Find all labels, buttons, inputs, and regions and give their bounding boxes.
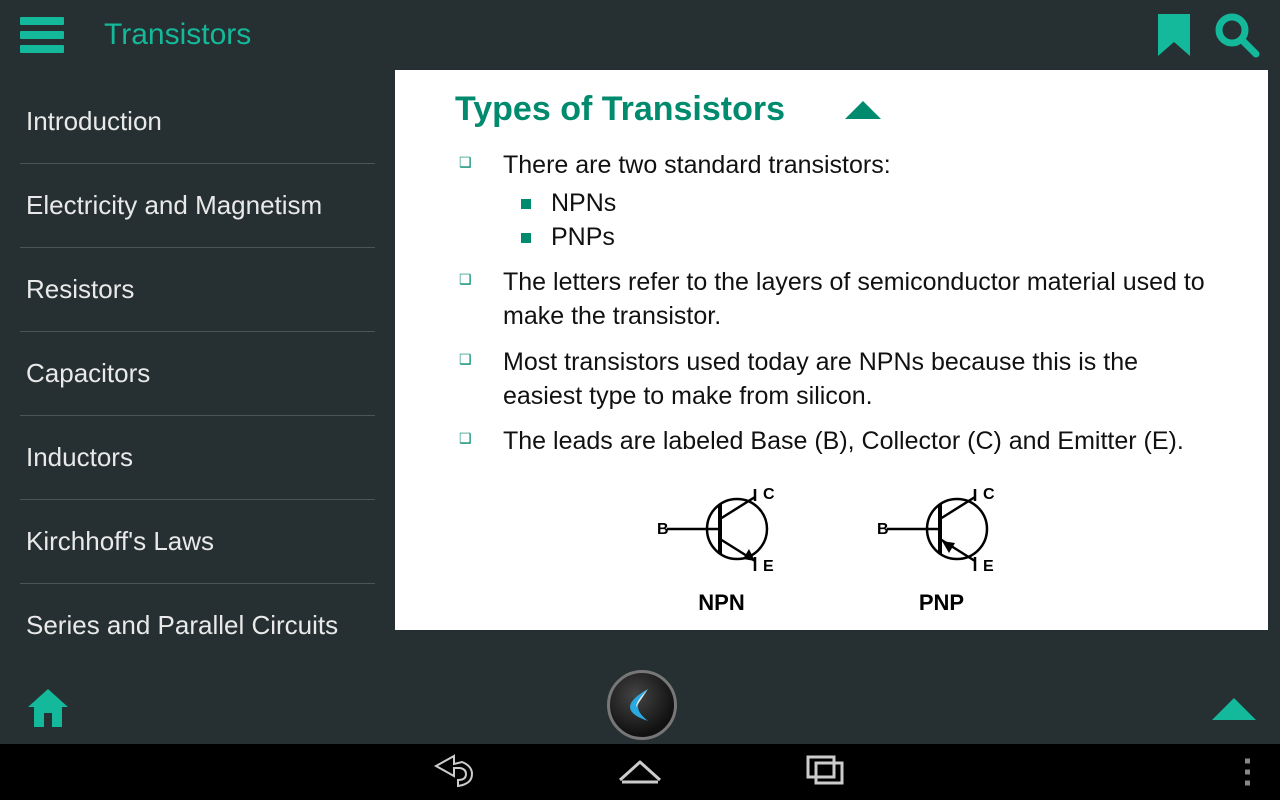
sub-list: NPNs PNPs bbox=[503, 187, 1208, 255]
npn-diagram: B C E NPN bbox=[647, 479, 797, 616]
system-overflow-icon[interactable] bbox=[1245, 759, 1250, 786]
terminal-c-label: C bbox=[763, 486, 775, 503]
content-wrap: Types of Transistors There are two stand… bbox=[395, 70, 1280, 674]
system-navbar bbox=[0, 744, 1280, 800]
sidebar: Introduction Electricity and Magnetism R… bbox=[0, 70, 395, 674]
page-title: Transistors bbox=[104, 18, 251, 52]
search-icon[interactable] bbox=[1214, 12, 1260, 58]
bullet-text: Most transistors used today are NPNs bec… bbox=[503, 348, 1138, 410]
app-footer bbox=[0, 674, 1280, 744]
sidebar-item-resistors[interactable]: Resistors bbox=[20, 248, 375, 332]
diagram-label: NPN bbox=[647, 590, 797, 616]
system-back-icon[interactable] bbox=[432, 752, 476, 793]
content-panel: Types of Transistors There are two stand… bbox=[395, 70, 1268, 630]
terminal-c-label: C bbox=[983, 486, 995, 503]
sidebar-item-inductors[interactable]: Inductors bbox=[20, 416, 375, 500]
sidebar-item-series-parallel[interactable]: Series and Parallel Circuits bbox=[20, 584, 375, 651]
bullet-text: There are two standard transistors: bbox=[503, 151, 891, 179]
app-root: Transistors Introduction Electricity and… bbox=[0, 0, 1280, 800]
collapse-up-icon[interactable] bbox=[845, 101, 881, 119]
terminal-b-label: B bbox=[657, 521, 669, 538]
system-home-icon[interactable] bbox=[616, 754, 664, 791]
sidebar-item-kirchhoffs-laws[interactable]: Kirchhoff's Laws bbox=[20, 500, 375, 584]
terminal-e-label: E bbox=[983, 558, 994, 575]
terminal-e-label: E bbox=[763, 558, 774, 575]
hamburger-icon[interactable] bbox=[20, 17, 64, 53]
system-recents-icon[interactable] bbox=[804, 753, 848, 792]
pnp-diagram: B C E PNP bbox=[867, 479, 1017, 616]
content-title-row: Types of Transistors bbox=[455, 90, 1208, 129]
transistor-diagrams: B C E NPN bbox=[455, 479, 1208, 616]
sidebar-item-electricity-magnetism[interactable]: Electricity and Magnetism bbox=[20, 164, 375, 248]
bullet-text: The leads are labeled Base (B), Collecto… bbox=[503, 427, 1184, 455]
terminal-b-label: B bbox=[877, 521, 889, 538]
diagram-label: PNP bbox=[867, 590, 1017, 616]
scroll-up-icon[interactable] bbox=[1212, 698, 1256, 720]
app-logo-icon[interactable] bbox=[607, 670, 677, 740]
sidebar-item-introduction[interactable]: Introduction bbox=[20, 80, 375, 164]
content-title: Types of Transistors bbox=[455, 90, 785, 129]
list-item: There are two standard transistors: NPNs… bbox=[455, 149, 1208, 254]
sub-list-item: NPNs bbox=[503, 187, 1208, 221]
header-actions bbox=[1156, 12, 1260, 58]
bookmark-icon[interactable] bbox=[1156, 12, 1194, 58]
list-item: Most transistors used today are NPNs bec… bbox=[455, 346, 1208, 414]
sub-list-item: PNPs bbox=[503, 221, 1208, 255]
list-item: The leads are labeled Base (B), Collecto… bbox=[455, 425, 1208, 459]
bullet-list: There are two standard transistors: NPNs… bbox=[455, 149, 1208, 459]
home-icon[interactable] bbox=[24, 685, 72, 734]
main-area: Introduction Electricity and Magnetism R… bbox=[0, 70, 1280, 674]
sidebar-item-capacitors[interactable]: Capacitors bbox=[20, 332, 375, 416]
list-item: The letters refer to the layers of semic… bbox=[455, 266, 1208, 334]
bullet-text: The letters refer to the layers of semic… bbox=[503, 268, 1205, 330]
app-header: Transistors bbox=[0, 0, 1280, 70]
